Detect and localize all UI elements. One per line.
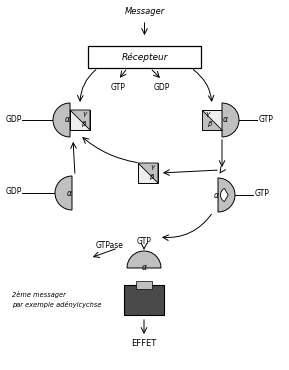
Wedge shape — [218, 178, 235, 212]
Text: α: α — [64, 115, 69, 124]
Text: β: β — [149, 174, 153, 181]
Text: GDP: GDP — [6, 114, 22, 124]
Text: EFFET: EFFET — [131, 339, 157, 347]
Bar — [136, 281, 152, 289]
Polygon shape — [70, 110, 90, 130]
Text: GTP: GTP — [111, 84, 125, 92]
Bar — [70, 110, 90, 130]
Text: β: β — [207, 121, 211, 127]
Text: α: α — [66, 188, 71, 198]
Text: GTP: GTP — [255, 189, 270, 198]
Wedge shape — [221, 188, 228, 202]
Text: γ: γ — [150, 164, 154, 170]
Bar — [124, 285, 164, 315]
Wedge shape — [53, 103, 70, 137]
Text: γ: γ — [205, 111, 210, 117]
Text: GDP: GDP — [154, 84, 170, 92]
Text: GTP: GTP — [137, 236, 151, 246]
Bar — [202, 110, 222, 130]
Text: α: α — [214, 191, 218, 199]
Text: 2ème messager
par exemple adénylcychse: 2ème messager par exemple adénylcychse — [12, 292, 101, 309]
Bar — [88, 46, 201, 68]
Text: α: α — [142, 263, 147, 272]
Bar — [138, 163, 158, 183]
Text: GDP: GDP — [6, 188, 22, 196]
Text: Récepteur: Récepteur — [121, 52, 168, 62]
Text: α: α — [223, 115, 227, 124]
Polygon shape — [202, 110, 222, 130]
Text: γ: γ — [82, 111, 86, 117]
Polygon shape — [138, 163, 158, 183]
Text: Messager: Messager — [124, 7, 165, 17]
Wedge shape — [127, 251, 161, 268]
Text: GTPase: GTPase — [96, 240, 124, 249]
Wedge shape — [222, 103, 239, 137]
Wedge shape — [55, 176, 72, 210]
Text: β: β — [81, 121, 85, 127]
Text: GTP: GTP — [259, 114, 274, 124]
